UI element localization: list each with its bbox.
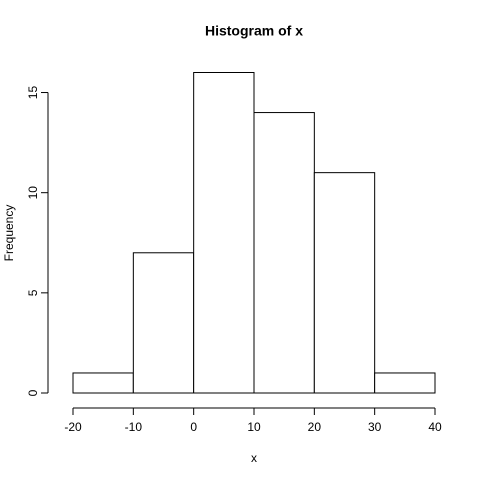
x-tick-label: 30: [368, 420, 382, 434]
bar: [193, 72, 255, 394]
x-tick-label: 40: [428, 420, 442, 434]
y-tick-label: 15: [26, 86, 40, 100]
bar: [313, 172, 376, 394]
x-tick-label: 0: [190, 420, 197, 434]
y-tick-label: 5: [26, 289, 40, 296]
bar: [72, 372, 134, 394]
x-axis-label: x: [251, 451, 257, 465]
x-tick-label: -20: [64, 420, 82, 434]
y-tick-label: 0: [26, 389, 40, 396]
x-tick-label: 10: [247, 420, 261, 434]
bar: [253, 112, 315, 394]
x-tick-label: -10: [125, 420, 143, 434]
bar: [132, 252, 195, 394]
y-axis-label: Frequency: [2, 205, 16, 262]
chart-title: Histogram of x: [205, 23, 303, 39]
x-tick-label: 20: [308, 420, 322, 434]
y-tick-label: 10: [26, 186, 40, 200]
bar: [374, 372, 436, 394]
